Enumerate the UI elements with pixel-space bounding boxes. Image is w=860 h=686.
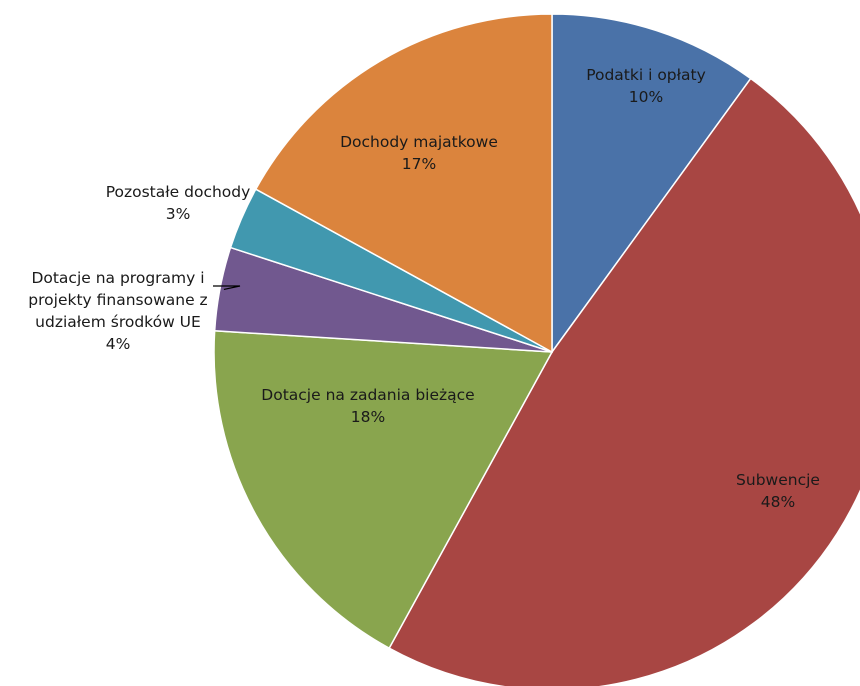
slice-label: Podatki i opłaty 10% [586, 66, 706, 106]
slice-labels: Podatki i opłaty 10% Subwencje 48% Dotacje n… [28, 66, 820, 511]
pie-slices [213, 13, 860, 686]
slice-label-line: Pozostałe dochody [106, 183, 251, 201]
slice-percentage: 48% [761, 493, 795, 511]
slice-percentage: 17% [402, 155, 436, 173]
slice-label: Subwencje 48% [736, 471, 820, 511]
pie-slice [254, 13, 553, 354]
pie-slice [388, 77, 860, 686]
slice-percentage: 4% [106, 335, 131, 353]
slice-label-line: projekty finansowane z [28, 291, 207, 309]
pie-slice [551, 13, 752, 355]
slice-label: Pozostałe dochody 3% [106, 183, 251, 223]
slice-label: Dochody majatkowe 17% [340, 133, 498, 173]
pie-slice [213, 329, 554, 650]
slice-percentage: 3% [166, 205, 191, 223]
slice-label: Dotacje na zadania bieżące 18% [261, 386, 474, 426]
slice-label-line: Dochody majatkowe [340, 133, 498, 151]
slice-label-line: Dotacje na zadania bieżące [261, 386, 474, 404]
slice-percentage: 18% [351, 408, 385, 426]
slice-label-line: Podatki i opłaty [586, 66, 706, 84]
slice-label-line: udziałem środków UE [35, 313, 201, 331]
slice-label-line: Dotacje na programy i [31, 269, 204, 287]
leader-lines [213, 285, 241, 290]
slice-label: Dotacje na programy i projekty finansowan… [28, 269, 207, 353]
leader-line [213, 285, 241, 290]
slice-percentage: 10% [629, 88, 663, 106]
slice-label-line: Subwencje [736, 471, 820, 489]
